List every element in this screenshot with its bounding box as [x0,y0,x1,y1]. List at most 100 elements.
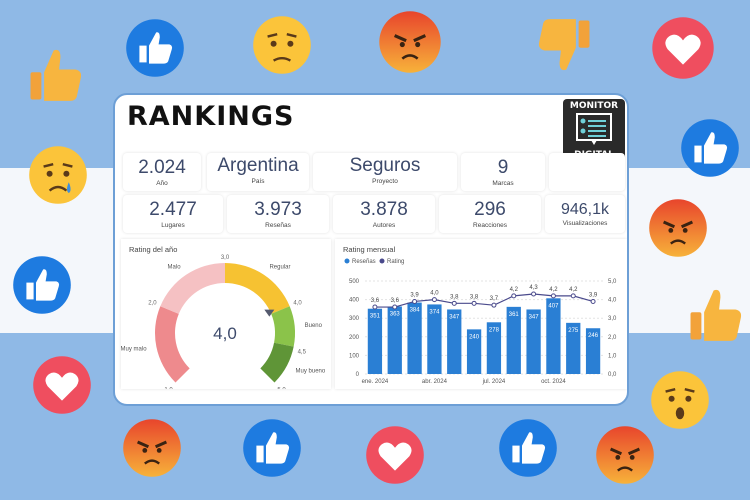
rating-point [372,304,378,310]
rating-point [531,291,537,297]
kpi-label: Marcas [492,180,514,187]
like-icon [242,418,302,483]
angry-icon [378,10,442,79]
kpi-label: País [251,178,265,185]
bar-data-label: 351 [370,314,381,320]
rating-data-label: 3,6 [391,298,400,304]
kpi-value: 2.024 [138,157,186,178]
gauge-value: 4,0 [213,324,237,343]
rating-data-label: 4,0 [430,291,439,297]
bar-data-label: 278 [489,327,500,333]
kpi-views: 946,1k Visualizaciones [545,195,625,233]
bar-resenas [546,298,561,374]
gauge-title: Rating del año [129,245,178,254]
gauge-segment [225,263,290,314]
bar-resenas [506,306,521,374]
heart-icon [32,355,92,420]
rating-data-label: 4,2 [549,287,558,293]
y-right-tick-label: 0,0 [608,372,617,378]
bar-data-label: 275 [568,328,579,334]
y-right-tick-label: 3,0 [608,316,617,322]
kpi-label: Visualizaciones [562,220,608,227]
gauge-chart: Muy malo Malo Regular Bueno Muy bueno 1,0 2,0 3… [121,255,326,393]
rating-point [412,298,418,304]
crying-icon [28,145,88,210]
rating-point [471,300,477,306]
y-left-tick-label: 300 [349,316,360,322]
y-right-tick-label: 2,0 [608,335,617,341]
bar-line-chart: Reseñas Rating 0 0,0 100 1,0 200 2,0 300 3,0 400 4,… [344,258,617,385]
rating-data-label: 3,9 [410,292,419,298]
bar-resenas [486,322,502,374]
rating-point [451,300,457,306]
wow-icon [650,370,710,435]
rating-point [550,293,556,299]
bar-data-label: 347 [529,314,540,320]
gauge-segment-label: Regular [269,264,290,270]
kpi-value: 296 [474,199,506,220]
bar-data-label: 407 [548,303,559,309]
legend-marker-resenas [344,258,350,264]
like-icon [125,18,185,83]
bar-resenas [427,304,442,374]
gauge-segment [260,342,294,383]
page-title: RANKINGS [127,101,295,132]
y-right-tick-label: 1,0 [608,353,617,359]
y-left-tick-label: 200 [349,335,360,341]
kpi-places: 2.477 Lugares [123,195,223,233]
thumbs-up-hand-icon [681,281,749,354]
confused-icon [252,15,312,80]
gauge-tick-label: 4,0 [293,301,302,307]
angry-icon [595,425,655,490]
kpi-value: 3.878 [360,199,408,220]
gauge-segment-label: Muy malo [121,347,147,353]
kpi-project: Seguros Proyecto [313,153,457,191]
x-tick-label: jul. 2024 [482,379,506,385]
bar-data-label: 374 [429,309,440,315]
monitor-icon [576,113,612,145]
rating-data-label: 3,8 [470,294,479,300]
heart-icon [651,16,715,85]
gauge-segment [160,263,225,314]
x-tick-label: ene. 2024 [362,379,389,385]
legend-label-rating: Rating [387,259,404,265]
y-right-tick-label: 4,0 [608,298,617,304]
rating-point [392,304,398,310]
kpi-authors: 3.878 Autores [333,195,435,233]
bar-resenas [447,309,462,374]
y-left-tick-label: 400 [349,298,360,304]
bar-resenas [367,308,383,374]
kpi-reactions: 296 Reacciones [439,195,541,233]
line-rating [374,293,594,308]
gauge-tick-label: 2,0 [148,301,157,307]
like-icon [680,118,740,183]
kpi-label: Lugares [161,222,185,229]
y-left-tick-label: 100 [349,353,360,359]
heart-icon [365,425,425,490]
rating-point [431,297,437,303]
legend-label-resenas: Reseñas [352,259,376,265]
gauge-segment-label: Muy bueno [296,369,326,375]
gauge-panel: Rating del año Muy malo Malo Regular Bueno M… [121,239,331,393]
kpi-value: Seguros [349,155,421,176]
y-right-tick-label: 5,0 [608,279,617,285]
rating-point [511,293,517,299]
kpi-label: Año [156,180,168,187]
gauge-tick-label: 4,5 [298,349,307,355]
kpi-brands: 9 Marcas [461,153,545,191]
kpi-label: Reacciones [473,222,507,229]
bar-resenas [585,328,601,374]
bar-resenas [466,329,482,374]
kpi-reviews: 3.973 Reseñas [227,195,329,233]
gauge-tick-label: 1,0 [164,387,173,389]
x-tick-label: abr. 2024 [422,379,448,385]
bar-data-label: 240 [469,334,480,340]
bar-resenas [526,309,541,374]
rating-data-label: 3,7 [490,296,499,302]
y-left-tick-label: 500 [349,279,360,285]
rating-data-label: 4,3 [529,285,538,291]
gauge-segment-label: Bueno [305,323,323,329]
kpi-label: Autores [372,222,396,229]
kpi-label: Reseñas [265,222,291,229]
thumbs-down-hand-icon [531,11,599,84]
